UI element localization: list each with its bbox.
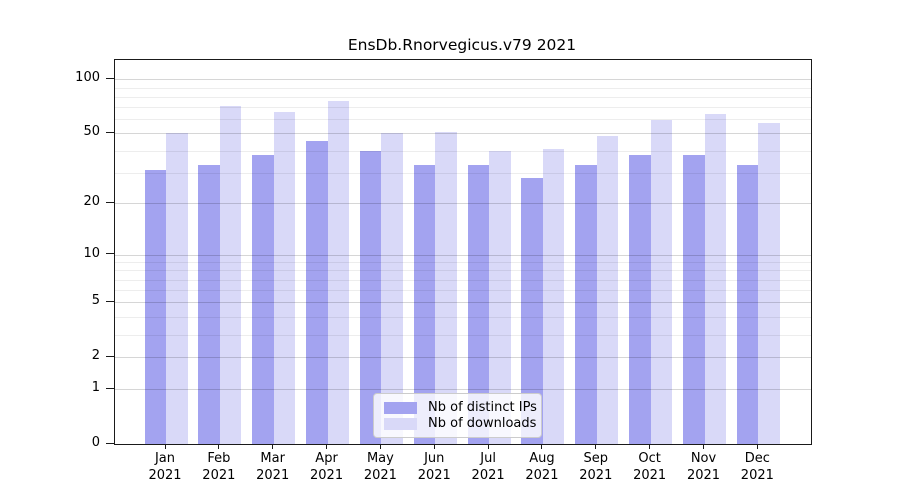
gridline-minor xyxy=(115,150,811,152)
gridline-minor xyxy=(115,290,811,292)
x-tick xyxy=(649,444,651,449)
gridline-minor xyxy=(115,107,811,109)
bar-downloads-nov xyxy=(704,114,726,444)
legend-swatch-distinct-ips xyxy=(384,401,417,414)
bar-downloads-dec xyxy=(758,123,780,444)
grid-layer xyxy=(115,60,811,444)
gridline-minor xyxy=(115,96,811,98)
x-tick xyxy=(379,444,381,449)
chart-title: EnsDb.Rnorvegicus.v79 2021 xyxy=(347,36,577,54)
bar-downloads-may xyxy=(381,133,403,444)
gridline-major xyxy=(115,357,811,359)
bar-downloads-sep xyxy=(596,136,619,444)
x-tick-label: Jun 2021 xyxy=(417,451,451,483)
bar-distinct-ips-apr xyxy=(306,141,328,444)
legend-item-distinct-ips: Nb of distinct IPs xyxy=(384,400,537,415)
x-tick xyxy=(433,444,435,449)
bar-distinct-ips-jun xyxy=(413,165,436,444)
bar-downloads-mar xyxy=(273,111,296,444)
y-tick xyxy=(106,201,114,203)
bar-downloads-apr xyxy=(327,100,350,444)
y-tick-label: 5 xyxy=(91,293,100,309)
y-tick xyxy=(106,387,114,389)
gridline-minor xyxy=(115,316,811,318)
x-tick xyxy=(595,444,597,449)
gridline-minor xyxy=(115,279,811,281)
y-tick xyxy=(106,300,114,302)
x-tick xyxy=(272,444,274,449)
bar-distinct-ips-sep xyxy=(575,165,597,444)
bar-downloads-jan xyxy=(166,133,188,444)
x-tick-label: Aug 2021 xyxy=(525,451,559,483)
bar-distinct-ips-aug xyxy=(521,177,543,444)
bar-distinct-ips-jan xyxy=(144,170,166,444)
x-tick-label: Dec 2021 xyxy=(740,451,774,483)
x-tick xyxy=(756,444,758,449)
legend-label-distinct-ips: Nb of distinct IPs xyxy=(428,400,537,415)
bar-downloads-oct xyxy=(650,120,673,444)
gridline-major xyxy=(115,203,811,205)
legend-item-downloads: Nb of downloads xyxy=(384,416,536,431)
x-tick-label: Sep 2021 xyxy=(579,451,613,483)
y-tick-label: 2 xyxy=(91,348,100,364)
bar-downloads-jul xyxy=(489,150,511,444)
gridline-major xyxy=(115,79,811,81)
gridline-minor xyxy=(115,262,811,264)
bar-distinct-ips-jul xyxy=(467,165,490,444)
bar-distinct-ips-may xyxy=(359,150,382,444)
bar-distinct-ips-nov xyxy=(683,154,705,444)
gridline-major xyxy=(115,389,811,391)
gridline-minor xyxy=(115,172,811,174)
y-tick-label: 0 xyxy=(91,435,100,450)
x-tick-label: Apr 2021 xyxy=(310,451,344,483)
gridline-major xyxy=(115,302,811,304)
y-tick-label: 1 xyxy=(91,380,100,396)
x-tick-label: Oct 2021 xyxy=(633,451,667,483)
y-tick xyxy=(106,77,114,79)
x-tick xyxy=(164,444,166,449)
bar-distinct-ips-dec xyxy=(736,165,759,444)
gridline-minor xyxy=(115,87,811,89)
x-tick-label: Jul 2021 xyxy=(471,451,505,483)
bar-distinct-ips-oct xyxy=(629,154,651,444)
gridline-major xyxy=(115,254,811,256)
gridline-minor xyxy=(115,334,811,336)
x-tick xyxy=(703,444,704,449)
gridline-minor xyxy=(115,270,811,272)
y-tick xyxy=(106,442,114,444)
x-tick-label: Nov 2021 xyxy=(686,451,721,483)
gridline-major xyxy=(115,133,811,135)
x-tick-label: Jan 2021 xyxy=(148,451,182,483)
x-tick-label: Feb 2021 xyxy=(202,451,236,483)
y-tick xyxy=(106,253,114,255)
x-tick xyxy=(487,444,489,449)
y-tick-label: 20 xyxy=(83,194,100,210)
legend-swatch-downloads xyxy=(384,417,417,430)
x-tick xyxy=(541,444,543,449)
x-tick xyxy=(326,444,328,449)
y-tick xyxy=(106,131,114,133)
plot-area xyxy=(114,59,812,445)
gridline-minor xyxy=(115,119,811,121)
x-tick-label: Mar 2021 xyxy=(256,451,290,483)
y-tick xyxy=(106,355,114,357)
bar-downloads-jun xyxy=(435,131,457,444)
x-tick-label: May 2021 xyxy=(363,451,397,483)
legend-label-downloads: Nb of downloads xyxy=(428,416,537,431)
x-tick xyxy=(218,444,220,449)
bar-distinct-ips-mar xyxy=(252,154,274,444)
y-tick-label: 100 xyxy=(75,70,100,86)
bar-distinct-ips-feb xyxy=(198,165,220,444)
bar-downloads-feb xyxy=(219,106,242,444)
y-tick-label: 10 xyxy=(83,245,100,261)
bar-downloads-aug xyxy=(542,148,565,444)
legend: Nb of distinct IPs Nb of downloads xyxy=(373,393,542,438)
y-tick-label: 50 xyxy=(83,124,100,140)
bars-layer xyxy=(115,60,811,444)
